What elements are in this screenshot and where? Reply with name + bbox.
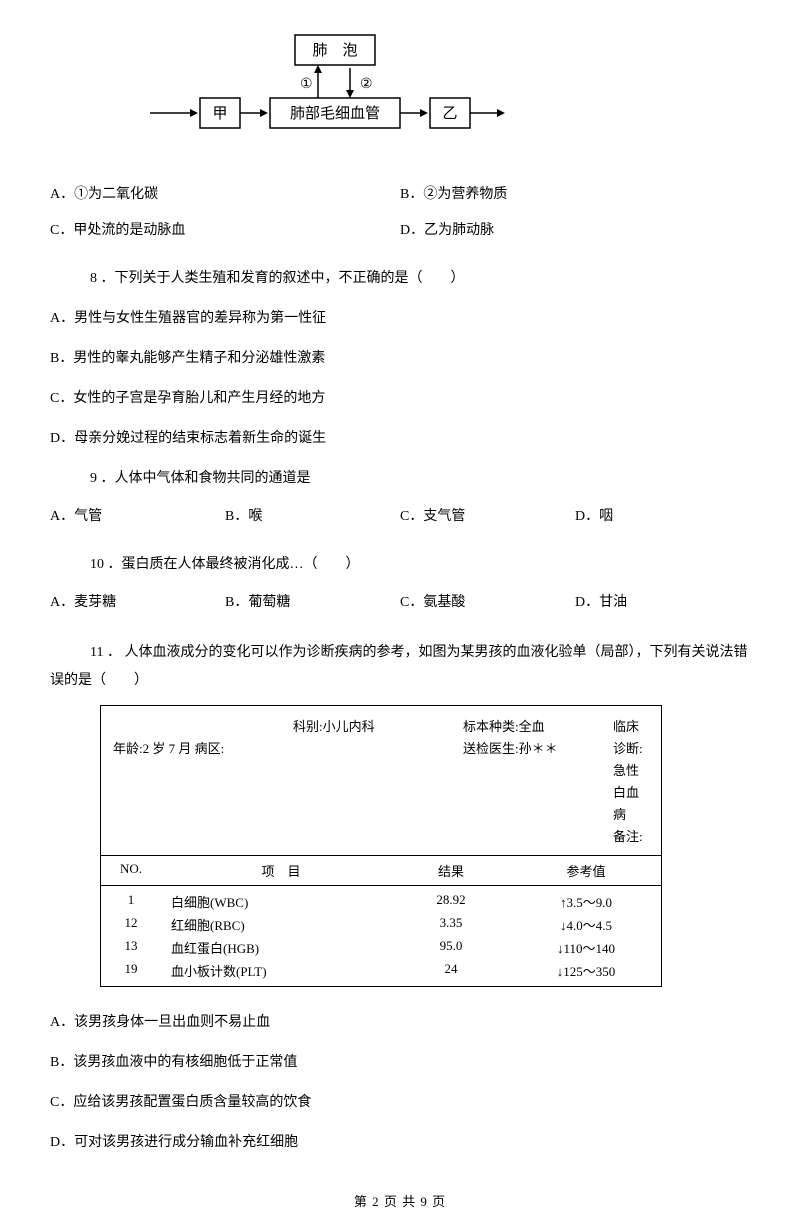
q11-option-d: D．可对该男孩进行成分输血补充红细胞: [50, 1121, 750, 1161]
q8-stem: 8 ．下列关于人类生殖和发育的叙述中，不正确的是（ ）: [90, 257, 750, 297]
th-no: NO.: [101, 861, 161, 880]
cell-res: 95.0: [391, 938, 511, 957]
lab-doctor: 送检医生:孙＊＊: [463, 738, 613, 760]
q10-option-d: D．甘油: [575, 583, 750, 619]
lab-dept: 科别:小儿内科: [293, 719, 375, 734]
lab-row: 1白细胞(WBC)28.92↑3.5～9.0: [101, 890, 661, 913]
q9-option-d: D．咽: [575, 497, 750, 533]
diagram-label-1: ①: [300, 77, 313, 92]
cell-item: 白细胞(WBC): [161, 892, 391, 911]
lab-note: 备注:: [613, 826, 649, 848]
lab-header: 年龄:2 岁 7 月 病区: 科别:小儿内科 标本种类:全血 送检医生:孙＊＊ …: [101, 706, 661, 855]
cell-ref: ↑3.5～9.0: [511, 892, 661, 911]
cell-ref: ↓125～350: [511, 961, 661, 980]
diagram-box-right: 乙: [442, 106, 457, 122]
lung-diagram: 肺 泡 ① ② 肺部毛细血管 甲 乙: [110, 30, 750, 155]
cell-res: 3.35: [391, 915, 511, 934]
lab-row: 12红细胞(RBC)3.35↓4.0～4.5: [101, 913, 661, 936]
q7-option-a: A．①为二氧化碳: [50, 175, 400, 211]
cell-no: 13: [101, 938, 161, 957]
lab-row: 13血红蛋白(HGB)95.0↓110～140: [101, 936, 661, 959]
cell-no: 12: [101, 915, 161, 934]
cell-res: 24: [391, 961, 511, 980]
lab-age: 年龄:2 岁 7 月 病区:: [113, 738, 293, 760]
q11-option-c: C．应给该男孩配置蛋白质含量较高的饮食: [50, 1081, 750, 1121]
diagram-box-top: 肺 泡: [312, 42, 357, 59]
q8-options: A．男性与女性生殖器官的差异称为第一性征 B．男性的睾丸能够产生精子和分泌雄性激…: [50, 297, 750, 457]
q9-option-b: B．喉: [225, 497, 400, 533]
cell-item: 血小板计数(PLT): [161, 961, 391, 980]
q9-option-a: A．气管: [50, 497, 225, 533]
cell-no: 1: [101, 892, 161, 911]
q7-option-c: C．甲处流的是动脉血: [50, 211, 400, 247]
q8-option-c: C．女性的子宫是孕育胎儿和产生月经的地方: [50, 377, 750, 417]
q10-stem: 10 ．蛋白质在人体最终被消化成…（ ）: [90, 543, 750, 583]
q8-option-b: B．男性的睾丸能够产生精子和分泌雄性激素: [50, 337, 750, 377]
q11-stem: 11 ． 人体血液成分的变化可以作为诊断疾病的参考，如图为某男孩的血液化验单（局…: [50, 629, 750, 699]
lab-report-table: 年龄:2 岁 7 月 病区: 科别:小儿内科 标本种类:全血 送检医生:孙＊＊ …: [100, 705, 662, 987]
q9-options: A．气管 B．喉 C．支气管 D．咽: [50, 497, 750, 533]
cell-item: 红细胞(RBC): [161, 915, 391, 934]
lab-diag: 临床诊断:急性白血病: [613, 716, 649, 826]
q7-options: A．①为二氧化碳 B．②为营养物质 C．甲处流的是动脉血 D．乙为肺动脉: [50, 175, 750, 247]
q9-option-c: C．支气管: [400, 497, 575, 533]
q11-option-a: A．该男孩身体一旦出血则不易止血: [50, 1001, 750, 1041]
lab-rows: 1白细胞(WBC)28.92↑3.5～9.012红细胞(RBC)3.35↓4.0…: [101, 886, 661, 986]
cell-res: 28.92: [391, 892, 511, 911]
q10-options: A．麦芽糖 B．葡萄糖 C．氨基酸 D．甘油: [50, 583, 750, 619]
cell-ref: ↓110～140: [511, 938, 661, 957]
page-footer: 第 2 页 共 9 页: [50, 1191, 750, 1210]
q7-option-d: D．乙为肺动脉: [400, 211, 750, 247]
diagram-label-2: ②: [360, 77, 373, 92]
diagram-box-left: 甲: [212, 106, 227, 122]
q10-option-b: B．葡萄糖: [225, 583, 400, 619]
lab-row: 19血小板计数(PLT)24↓125～350: [101, 959, 661, 982]
th-item: 项 目: [161, 861, 391, 880]
th-ref: 参考值: [511, 861, 661, 880]
q8-option-a: A．男性与女性生殖器官的差异称为第一性征: [50, 297, 750, 337]
q8-option-d: D．母亲分娩过程的结束标志着新生命的诞生: [50, 417, 750, 457]
cell-ref: ↓4.0～4.5: [511, 915, 661, 934]
lab-spec: 标本种类:全血: [463, 716, 613, 738]
diagram-box-center: 肺部毛细血管: [290, 105, 380, 122]
q7-option-b: B．②为营养物质: [400, 175, 750, 211]
cell-item: 血红蛋白(HGB): [161, 938, 391, 957]
q10-option-a: A．麦芽糖: [50, 583, 225, 619]
q10-option-c: C．氨基酸: [400, 583, 575, 619]
q9-stem: 9 ．人体中气体和食物共同的通道是: [90, 457, 750, 497]
th-res: 结果: [391, 861, 511, 880]
lab-thead: NO. 项 目 结果 参考值: [101, 855, 661, 886]
cell-no: 19: [101, 961, 161, 980]
q11-option-b: B．该男孩血液中的有核细胞低于正常值: [50, 1041, 750, 1081]
q11-options: A．该男孩身体一旦出血则不易止血 B．该男孩血液中的有核细胞低于正常值 C．应给…: [50, 1001, 750, 1161]
